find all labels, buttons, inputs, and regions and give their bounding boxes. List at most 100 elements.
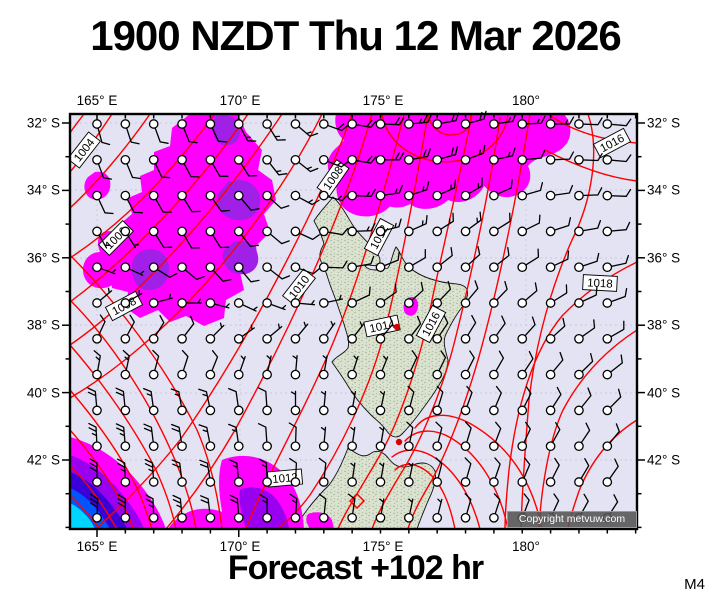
barb-station-circle xyxy=(120,512,131,523)
barb-station-circle xyxy=(432,190,443,201)
barb-station-circle xyxy=(177,119,187,129)
barb-station-circle xyxy=(432,369,443,380)
map-border xyxy=(68,112,639,531)
barb-station-circle xyxy=(517,154,528,165)
barb-station-circle xyxy=(432,298,443,308)
barb-station-circle xyxy=(347,477,357,487)
barb-station-circle xyxy=(460,262,471,273)
barb-station-circle xyxy=(233,441,244,452)
svg-text:1018: 1018 xyxy=(587,277,613,290)
barb-station-circle xyxy=(375,441,386,452)
svg-text:34° S: 34° S xyxy=(27,183,60,198)
barb-station-circle xyxy=(205,262,216,273)
chart-title: 1900 NZDT Thu 12 Mar 2026 xyxy=(90,12,622,59)
svg-text:42° S: 42° S xyxy=(27,453,60,468)
barb-station-circle xyxy=(489,333,499,344)
barb-station-circle xyxy=(347,369,357,380)
pressure-markers xyxy=(348,323,403,510)
barb-station-circle xyxy=(233,333,244,344)
barb-station-circle xyxy=(148,369,159,380)
svg-text:32° S: 32° S xyxy=(647,116,680,131)
barb-station-circle xyxy=(318,369,329,380)
barb-station-circle xyxy=(574,226,584,237)
barb-station-circle xyxy=(460,441,471,452)
barb-station-circle xyxy=(290,190,301,201)
wind-barb xyxy=(116,458,126,483)
wind-barb xyxy=(117,494,126,519)
barb-station-circle xyxy=(432,512,443,523)
barb-station-circle xyxy=(148,405,159,416)
svg-text:38° S: 38° S xyxy=(27,318,60,333)
barb-station-circle xyxy=(318,262,329,273)
barb-station-circle xyxy=(92,333,102,344)
barb-station-circle xyxy=(290,333,301,344)
barb-station-circle xyxy=(262,154,272,165)
barb-station-circle xyxy=(290,119,301,129)
barb-station-circle xyxy=(120,226,131,237)
wind-barb xyxy=(89,458,98,483)
barb-station-circle xyxy=(347,190,357,201)
barb-station-circle xyxy=(432,477,443,487)
barb-station-circle xyxy=(205,190,216,201)
barb-station-circle xyxy=(148,441,159,452)
barb-station-circle xyxy=(148,262,159,273)
barb-station-circle xyxy=(517,190,528,201)
barb-station-circle xyxy=(205,512,216,523)
svg-text:170° E: 170° E xyxy=(220,93,261,108)
barb-station-circle xyxy=(233,262,244,273)
barb-station-circle xyxy=(403,333,414,344)
barb-station-circle xyxy=(375,405,386,416)
barb-station-circle xyxy=(517,477,528,487)
barb-station-circle xyxy=(92,262,102,273)
barb-station-circle xyxy=(318,512,329,523)
barb-station-circle xyxy=(120,154,131,165)
barb-station-circle xyxy=(205,226,216,237)
barb-station-circle xyxy=(262,262,272,273)
barb-station-circle xyxy=(233,405,244,416)
barb-station-circle xyxy=(233,119,244,129)
barb-station-circle xyxy=(460,405,471,416)
barb-station-circle xyxy=(432,226,443,237)
barb-station-circle xyxy=(120,477,131,487)
barb-station-circle xyxy=(403,226,414,237)
barb-station-circle xyxy=(205,298,216,308)
barb-station-circle xyxy=(517,262,528,273)
barb-station-circle xyxy=(233,477,244,487)
barb-station-circle xyxy=(92,119,102,129)
svg-text:42° S: 42° S xyxy=(647,453,680,468)
barb-station-circle xyxy=(262,405,272,416)
barb-station-circle xyxy=(489,226,499,237)
barb-station-circle xyxy=(432,154,443,165)
svg-text:180°: 180° xyxy=(512,539,540,554)
barb-station-circle xyxy=(460,226,471,237)
barb-station-circle xyxy=(318,477,329,487)
barb-station-circle xyxy=(120,298,131,308)
barb-station-circle xyxy=(262,512,272,523)
barb-station-circle xyxy=(545,119,556,129)
barb-station-circle xyxy=(602,119,613,129)
barb-station-circle xyxy=(205,405,216,416)
barb-station-circle xyxy=(120,333,131,344)
barb-station-circle xyxy=(602,369,613,380)
barb-station-circle xyxy=(92,512,102,523)
barb-station-circle xyxy=(574,477,584,487)
barb-station-circle xyxy=(290,512,301,523)
barb-station-circle xyxy=(120,262,131,273)
barb-station-circle xyxy=(489,405,499,416)
barb-station-circle xyxy=(517,441,528,452)
barb-station-circle xyxy=(517,369,528,380)
barb-station-circle xyxy=(403,154,414,165)
barb-station-circle xyxy=(403,477,414,487)
barb-station-circle xyxy=(460,333,471,344)
barb-station-circle xyxy=(574,119,584,129)
barb-station-circle xyxy=(290,154,301,165)
barb-station-circle xyxy=(177,190,187,201)
barb-station-circle xyxy=(290,441,301,452)
barb-station-circle xyxy=(574,369,584,380)
barb-station-circle xyxy=(205,119,216,129)
isobar-label: 1016 xyxy=(415,304,447,344)
barb-station-circle xyxy=(262,477,272,487)
barb-station-circle xyxy=(489,119,499,129)
barb-station-circle xyxy=(318,298,329,308)
